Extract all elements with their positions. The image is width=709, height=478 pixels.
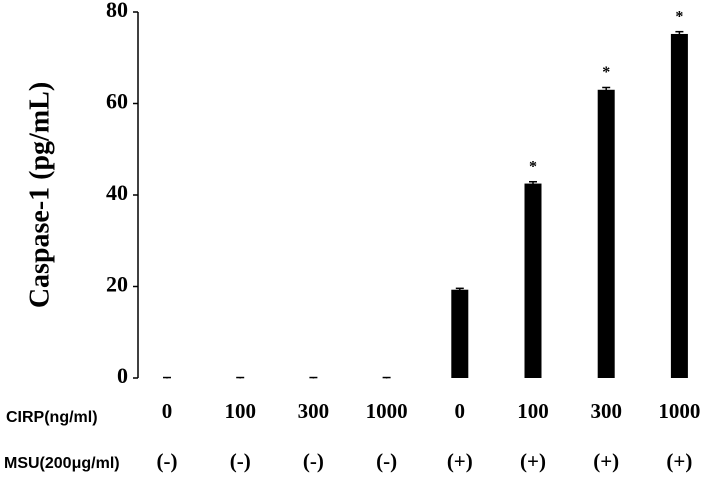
y-axis-label: Caspase-1 (pg/mL)	[24, 82, 55, 308]
y-tick-label: 20	[106, 272, 128, 297]
x-tick-label: 0	[162, 399, 173, 423]
x-tick-label: (-)	[230, 449, 251, 473]
x-tick-label: (+)	[593, 449, 619, 473]
y-tick-label: 40	[106, 180, 128, 205]
y-tick-label: 80	[106, 0, 128, 22]
x-tick-label: (-)	[157, 449, 178, 473]
bar	[451, 289, 469, 378]
bar	[670, 33, 688, 379]
x-tick-label: (+)	[666, 449, 692, 473]
x-tick-label: 1000	[658, 399, 700, 423]
row-label: MSU(200μg/ml)	[4, 455, 120, 472]
x-tick-label: (+)	[520, 449, 546, 473]
x-tick-label: 100	[224, 399, 256, 423]
row-label: CIRP(ng/ml)	[6, 409, 98, 426]
x-tick-label: 0	[455, 399, 466, 423]
significance-label: *	[529, 158, 537, 175]
bar	[597, 89, 615, 379]
x-tick-label: (-)	[303, 449, 324, 473]
x-tick-label: 300	[590, 399, 622, 423]
bar	[524, 183, 542, 378]
x-tick-label: 300	[298, 399, 330, 423]
x-tick-label: (-)	[376, 449, 397, 473]
significance-label: *	[602, 64, 610, 81]
significance-label: *	[675, 8, 683, 25]
x-tick-label: 100	[517, 399, 549, 423]
y-tick-label: 60	[106, 89, 128, 114]
y-tick-label: 0	[117, 363, 128, 388]
x-tick-label: 1000	[366, 399, 408, 423]
x-tick-label: (+)	[447, 449, 473, 473]
